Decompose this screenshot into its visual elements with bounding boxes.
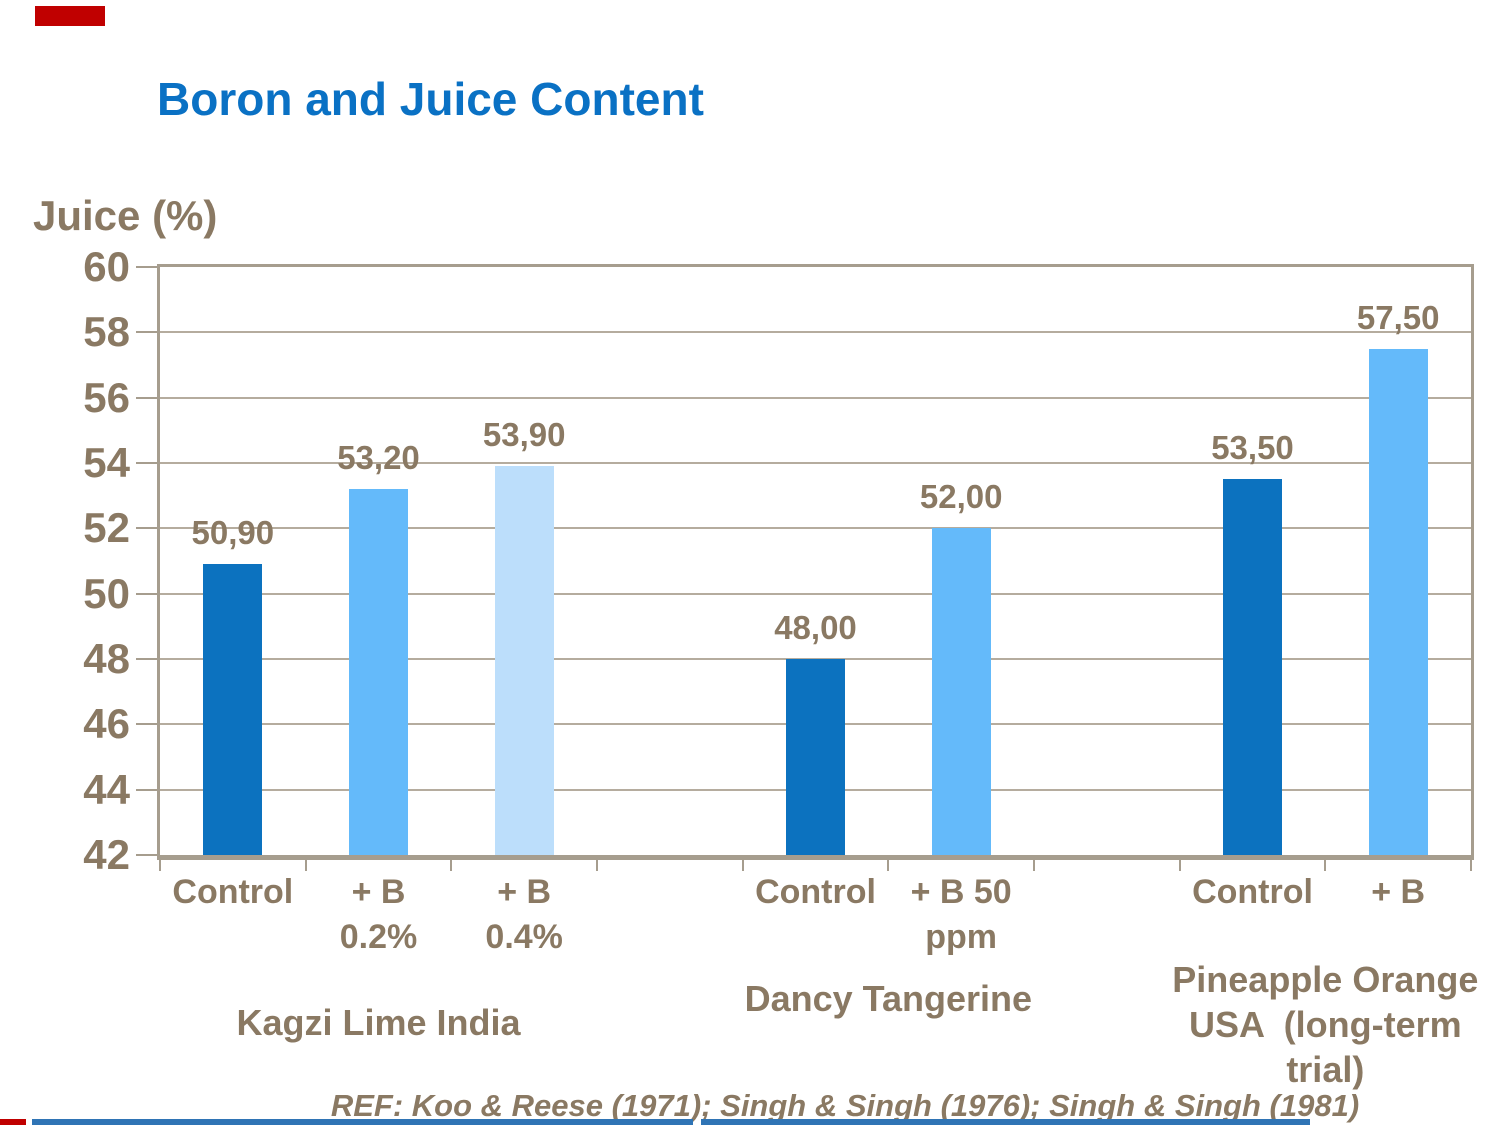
y-tick-label: 48 [83, 635, 130, 682]
group-label-line: Pineapple Orange [1172, 959, 1479, 1000]
x-tick-mark [741, 858, 744, 871]
x-category-line: Control [1192, 873, 1313, 911]
bar-value-label: 53,50 [1211, 429, 1294, 467]
y-tick-mark [136, 788, 158, 791]
footer-line-blue-left [32, 1119, 693, 1125]
y-axis-title: Juice (%) [33, 192, 218, 239]
y-tick-label: 52 [83, 504, 130, 552]
x-category-label: + B 50 ppm [856, 870, 1066, 960]
bar-value-label: 52,00 [919, 478, 1003, 516]
y-tick-mark [136, 854, 158, 856]
x-category-line: + B [497, 873, 552, 911]
y-tick-mark [136, 462, 158, 464]
group-label-line: USA (long-term [1189, 1004, 1462, 1045]
bar-value-label: 53,90 [482, 416, 566, 454]
bar [931, 528, 991, 855]
bar-value-label: 53,20 [337, 439, 420, 477]
x-category-line: 0.2% [339, 918, 418, 956]
group-label: Pineapple Orange USA (long-term trial) [995, 957, 1500, 1092]
group-label-line: trial) [1286, 1049, 1365, 1090]
bar [1368, 348, 1428, 855]
gridline [160, 592, 1471, 595]
y-tick-label: 60 [83, 243, 130, 290]
gridline [160, 462, 1471, 464]
y-tick-mark [136, 723, 158, 726]
x-tick-mark [596, 858, 598, 871]
x-category-line: Control [172, 873, 294, 911]
group-label: Dancy Tangerine [558, 976, 1218, 1021]
gridline [160, 527, 1471, 530]
ref-citation: REF: Koo & Reese (1971); Singh & Singh (… [330, 1088, 1360, 1123]
footer-line-blue-right [701, 1119, 1310, 1125]
gridline [160, 331, 1471, 334]
y-tick-mark [136, 527, 158, 530]
y-tick-label: 58 [83, 308, 130, 356]
bar [1223, 479, 1282, 855]
bar-value-label: 48,00 [774, 609, 857, 646]
x-category-label: Control [711, 870, 921, 915]
x-tick-mark [1470, 858, 1472, 871]
y-tick-label: 54 [83, 439, 130, 486]
y-tick-label: 56 [83, 373, 130, 421]
y-tick-label: 46 [83, 700, 130, 748]
y-tick-mark [136, 592, 158, 595]
x-tick-mark [304, 858, 307, 871]
x-tick-mark [1178, 858, 1181, 871]
group-label: Kagzi Lime India [49, 1000, 709, 1045]
x-category-line: + B [1371, 873, 1426, 911]
x-category-line: ppm [925, 918, 998, 956]
x-category-label: + B 0.4% [419, 870, 629, 960]
x-tick-mark [887, 858, 890, 871]
chart-title: Boron and Juice Content [157, 73, 704, 125]
x-category-label: + B [1293, 870, 1500, 915]
x-category-line: + B [351, 873, 406, 911]
y-tick-label: 42 [83, 831, 130, 878]
y-tick-label: 50 [83, 569, 130, 617]
gridline [160, 396, 1471, 399]
bar [349, 489, 408, 855]
group-label-line: Kagzi Lime India [236, 1002, 521, 1043]
group-label-line: Dancy Tangerine [744, 978, 1033, 1019]
x-category-line: + B 50 [910, 873, 1012, 911]
x-tick-mark [1033, 858, 1035, 871]
x-category-label: Control [1148, 870, 1358, 915]
red-accent-bar [35, 6, 105, 26]
bar-value-label: 50,90 [191, 514, 275, 552]
bar [203, 564, 263, 855]
x-tick-mark [159, 858, 161, 871]
x-category-line: 0.4% [485, 918, 563, 956]
bar-value-label: 57,50 [1356, 298, 1440, 336]
footer-line-red [0, 1119, 26, 1125]
x-category-label: + B 0.2% [274, 870, 484, 960]
x-tick-mark [450, 858, 453, 871]
bar [786, 659, 845, 855]
x-tick-mark [1324, 858, 1327, 871]
x-category-line: Control [755, 873, 876, 911]
y-tick-label: 44 [83, 765, 130, 813]
y-tick-mark [136, 266, 158, 268]
x-category-label: Control [128, 870, 338, 915]
bar [494, 466, 554, 855]
y-tick-mark [136, 331, 158, 334]
y-tick-mark [136, 396, 158, 399]
y-tick-mark [136, 658, 158, 660]
